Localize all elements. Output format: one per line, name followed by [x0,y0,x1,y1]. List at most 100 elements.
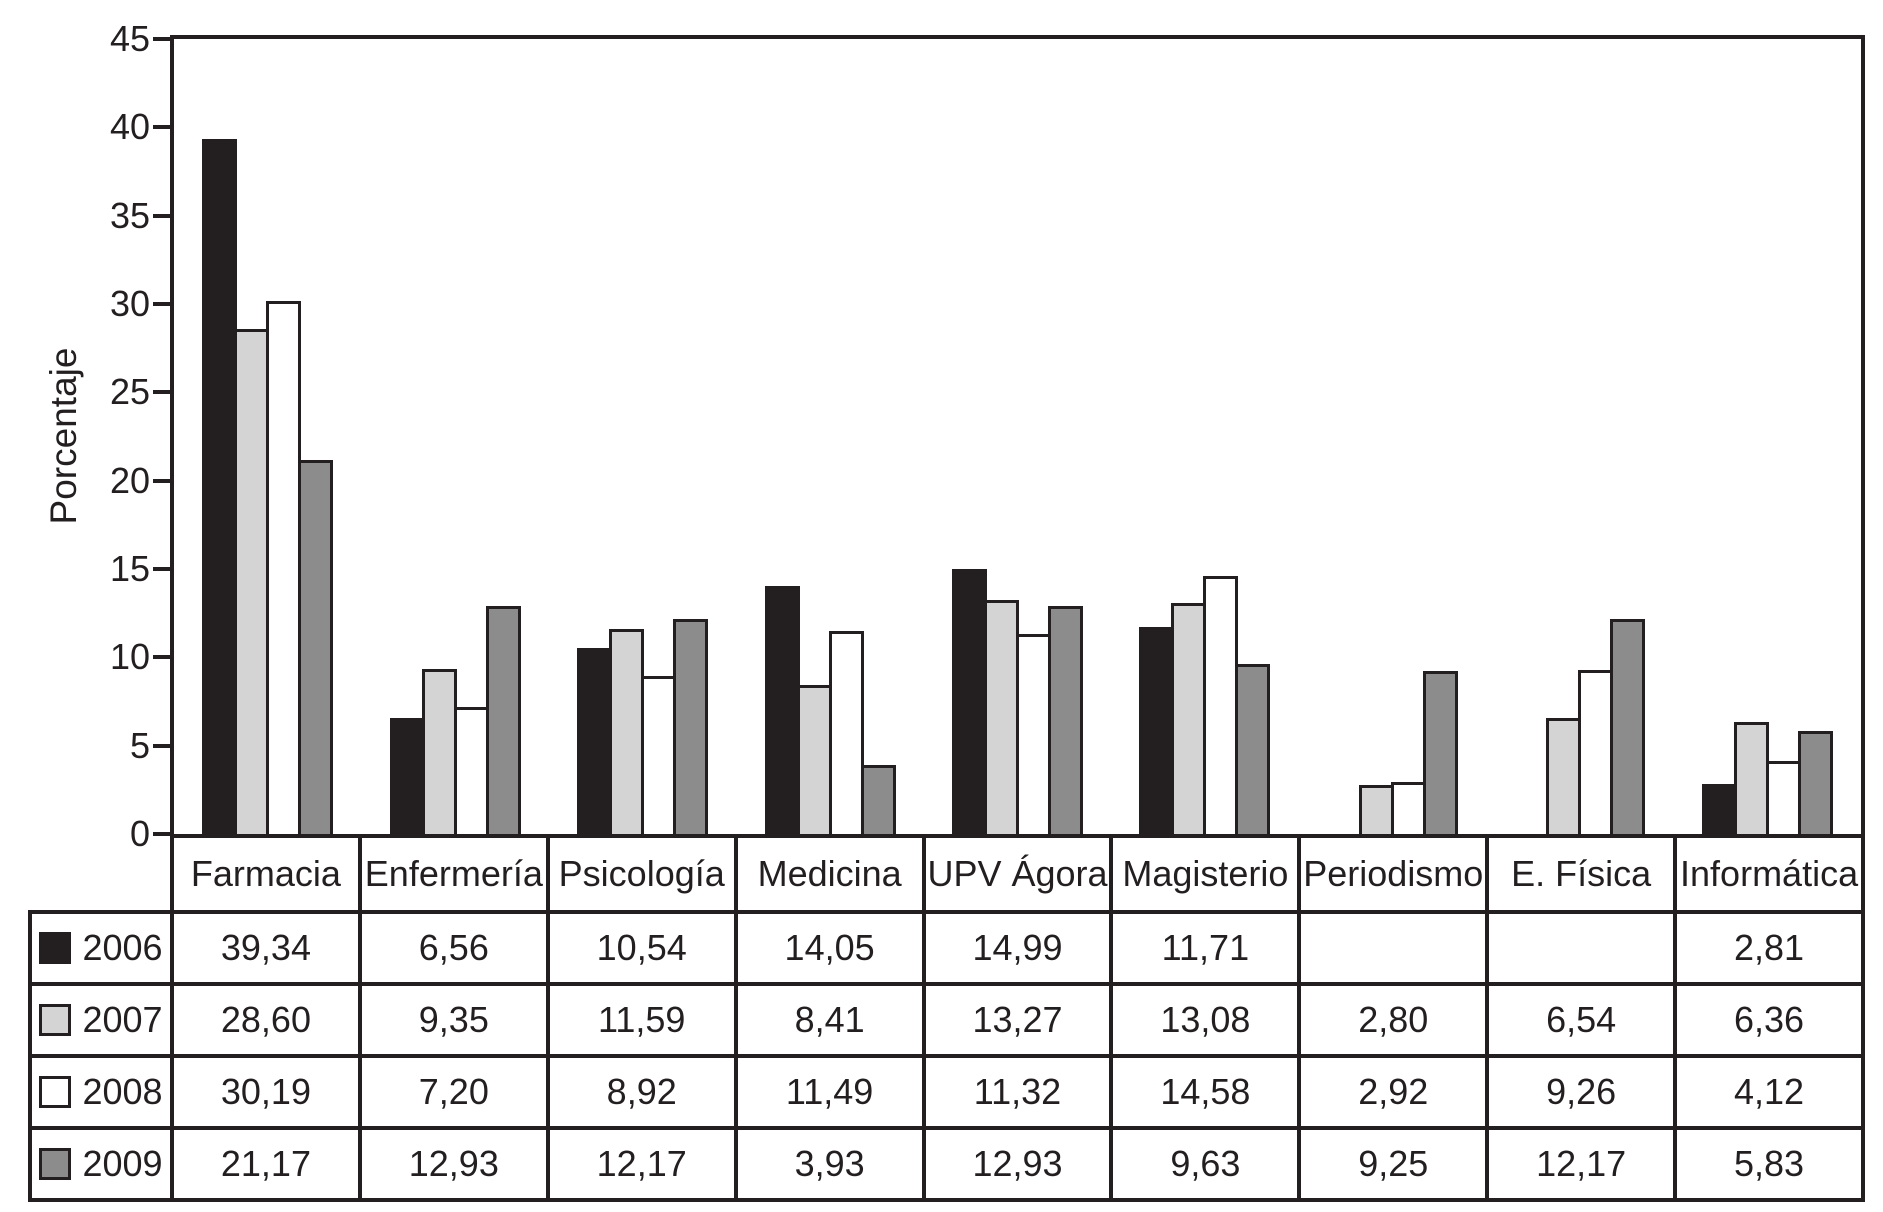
bar-2008-1 [453,706,489,834]
bar-2008-6 [1390,782,1426,834]
table-value-2006-2: 10,54 [549,914,738,986]
legend-year-label: 2007 [82,999,163,1040]
legend-year-label: 2008 [82,1071,163,1112]
y-tick-label-35: 35 [109,194,150,236]
table-value-2008-1: 7,20 [361,1058,550,1130]
bar-2008-3 [828,631,864,834]
table-value-2006-3: 14,05 [737,914,926,986]
bar-2008-4 [1015,634,1051,834]
bar-2009-2 [673,619,709,834]
table-value-2006-1: 6,56 [361,914,550,986]
table-value-2009-0: 21,17 [174,1130,362,1202]
table-value-2006-7 [1489,914,1678,986]
legend-cell-2006: 2006 [32,914,174,986]
table-value-2007-2: 11,59 [549,986,738,1058]
bar-group-6 [1299,39,1486,834]
y-tick-mark-15 [153,567,170,571]
data-table: 2006 39,34 6,56 10,54 14,05 14,99 11,71 2,81 200… [28,910,1865,1202]
bar-group-2 [549,39,736,834]
legend-year-label: 2009 [82,1143,163,1184]
category-label-0: Farmacia [170,838,358,910]
y-tick-mark-10 [153,655,170,660]
category-label-1: Enfermería [357,838,546,910]
bar-2007-2 [609,629,645,834]
y-tick-mark-30 [153,302,170,306]
bar-2006-4 [951,569,987,834]
bar-2009-6 [1422,670,1458,834]
legend-cell-2008: 2008 [32,1058,174,1130]
bar-2008-7 [1578,670,1614,834]
category-label-4: UPV Ágora [921,838,1110,910]
bar-2009-3 [860,764,896,834]
table-value-2008-7: 9,26 [1489,1058,1678,1130]
bar-2007-7 [1546,718,1582,834]
table-value-2007-4: 13,27 [925,986,1114,1058]
bar-2009-0 [298,460,334,834]
bar-2006-2 [577,647,613,834]
bar-2009-7 [1610,619,1646,834]
table-value-2006-4: 14,99 [925,914,1114,986]
bar-group-0 [174,39,361,834]
bar-2006-5 [1139,627,1175,834]
table-value-2008-2: 8,92 [549,1058,738,1130]
table-value-2006-6 [1301,914,1490,986]
bar-2009-8 [1797,731,1833,834]
bar-2007-3 [796,685,832,834]
bar-2008-8 [1765,761,1801,834]
category-label-2: Psicología [545,838,734,910]
y-tick-mark-40 [153,125,170,130]
bar-group-5 [1111,39,1298,834]
table-value-2009-1: 12,93 [361,1130,550,1202]
y-tick-label-10: 10 [109,636,150,678]
table-value-2007-7: 6,54 [1489,986,1678,1058]
y-tick-label-5: 5 [129,724,150,766]
bar-2006-0 [202,139,238,834]
category-label-5: Magisterio [1109,838,1298,910]
bar-2009-1 [485,605,521,834]
table-value-2008-8: 4,12 [1677,1058,1865,1130]
bar-groups [174,39,1861,834]
table-value-2006-0: 39,34 [174,914,362,986]
bar-2007-1 [421,668,457,834]
legend-swatch-2008 [39,1076,72,1108]
table-value-2007-1: 9,35 [361,986,550,1058]
table-value-2008-4: 11,32 [925,1058,1114,1130]
category-label-8: Informática [1673,838,1866,910]
bar-group-7 [1486,39,1673,834]
plot-area [170,35,1865,838]
bar-group-3 [736,39,923,834]
y-tick-mark-45 [153,37,170,41]
table-value-2006-5: 11,71 [1113,914,1302,986]
table-value-2009-4: 12,93 [925,1130,1114,1202]
table-value-2006-8: 2,81 [1677,914,1865,986]
bar-2007-0 [234,328,270,834]
y-tick-label-30: 30 [109,283,150,324]
y-tick-mark-20 [153,478,170,483]
bar-group-1 [361,39,548,834]
y-tick-mark-25 [153,390,170,395]
y-tick-label-45: 45 [109,18,150,59]
table-value-2008-0: 30,19 [174,1058,362,1130]
bar-2008-5 [1203,576,1239,834]
bar-2007-5 [1171,602,1207,834]
category-label-3: Medicina [733,838,922,910]
y-tick-mark-35 [153,213,170,218]
category-label-6: Periodismo [1297,838,1486,910]
bar-2007-4 [983,599,1019,834]
y-tick-label-40: 40 [109,106,150,148]
y-tick-mark-0 [153,832,170,836]
bar-2007-6 [1358,784,1394,834]
category-axis-row: Farmacia Enfermería Psicología Medicina UPV … [170,838,1866,910]
category-label-7: E. Física [1485,838,1674,910]
table-value-2009-5: 9,63 [1113,1130,1302,1202]
table-value-2009-2: 12,17 [549,1130,738,1202]
y-tick-label-25: 25 [109,371,150,413]
table-value-2007-3: 8,41 [737,986,926,1058]
bar-2009-5 [1235,663,1271,834]
table-value-2008-5: 14,58 [1113,1058,1302,1130]
bar-group-4 [924,39,1111,834]
table-value-2007-0: 28,60 [174,986,362,1058]
table-value-2007-6: 2,80 [1301,986,1490,1058]
table-value-2009-3: 3,93 [737,1130,926,1202]
